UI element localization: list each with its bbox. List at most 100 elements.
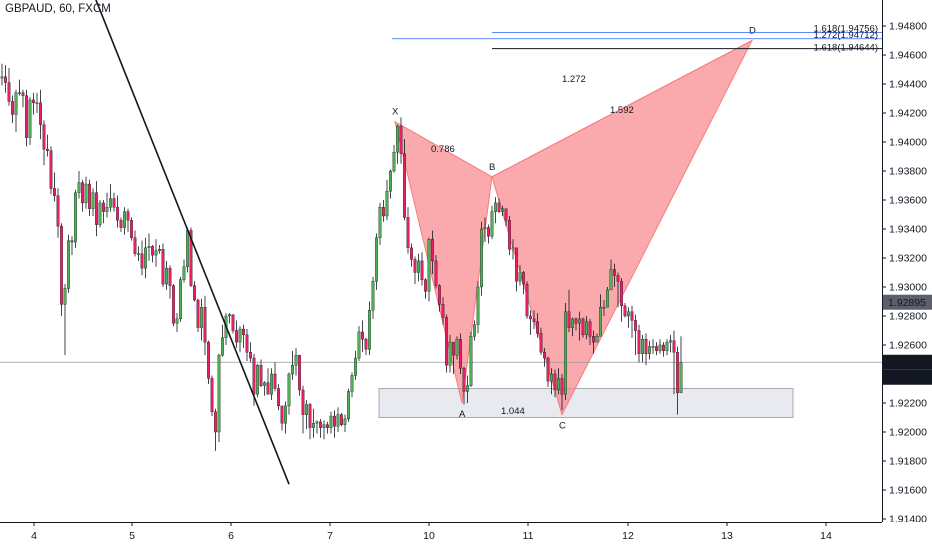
candle[interactable] [592, 330, 595, 354]
candle[interactable] [221, 324, 224, 357]
candle[interactable] [287, 372, 291, 415]
candle[interactable] [102, 200, 105, 224]
candle[interactable] [210, 375, 214, 417]
candle[interactable] [203, 295, 207, 356]
trend-line[interactable] [89, 0, 290, 485]
candle[interactable] [256, 363, 259, 398]
candle[interactable] [319, 418, 322, 438]
candle[interactable] [84, 176, 88, 209]
candle[interactable] [585, 316, 588, 340]
candle[interactable] [599, 294, 602, 337]
candle[interactable] [438, 284, 441, 312]
candle[interactable] [88, 179, 91, 216]
candle[interactable] [249, 342, 252, 363]
candle[interactable] [112, 192, 116, 212]
candle[interactable] [385, 179, 389, 221]
candle[interactable] [147, 233, 151, 261]
candle[interactable] [49, 146, 53, 195]
candle[interactable] [301, 385, 305, 434]
candle[interactable] [655, 342, 658, 356]
candle[interactable] [56, 188, 60, 238]
candle[interactable] [98, 200, 102, 228]
candle[interactable] [165, 260, 168, 290]
candle[interactable] [511, 239, 515, 260]
candle[interactable] [634, 314, 637, 356]
candle[interactable] [105, 192, 109, 218]
candle[interactable] [140, 240, 144, 276]
candle[interactable] [494, 197, 497, 224]
candle[interactable] [676, 346, 679, 415]
candle[interactable] [179, 276, 182, 322]
candle[interactable] [14, 89, 18, 132]
candle[interactable] [119, 217, 123, 232]
candle[interactable] [564, 302, 567, 401]
candle[interactable] [529, 310, 532, 335]
candle[interactable] [284, 401, 287, 434]
candle[interactable] [417, 253, 420, 282]
candle[interactable] [329, 411, 333, 434]
candle[interactable] [368, 301, 371, 356]
candle[interactable] [32, 92, 35, 115]
candle[interactable] [70, 236, 74, 256]
candle[interactable] [413, 256, 417, 285]
candle[interactable] [46, 134, 49, 157]
candle[interactable] [504, 208, 508, 227]
candle[interactable] [466, 375, 469, 403]
candle[interactable] [4, 65, 7, 93]
candle[interactable] [77, 171, 81, 199]
candle[interactable] [410, 243, 413, 267]
candle[interactable] [245, 329, 249, 361]
candle[interactable] [231, 314, 235, 334]
candle[interactable] [476, 281, 480, 334]
candle[interactable] [406, 207, 410, 254]
candle[interactable] [364, 337, 368, 356]
candle[interactable] [620, 278, 623, 322]
candle[interactable] [515, 247, 518, 292]
candle[interactable] [630, 305, 634, 338]
candle[interactable] [42, 120, 46, 166]
candle[interactable] [522, 271, 525, 295]
candle[interactable] [399, 117, 403, 164]
candle[interactable] [497, 198, 501, 214]
candle[interactable] [557, 368, 560, 395]
candle[interactable] [648, 340, 651, 360]
candle[interactable] [350, 372, 354, 398]
candle[interactable] [266, 368, 270, 395]
candle[interactable] [424, 278, 427, 299]
candle[interactable] [193, 281, 196, 302]
candle[interactable] [651, 339, 655, 354]
candle[interactable] [200, 298, 203, 341]
candle[interactable] [508, 215, 511, 256]
candle[interactable] [291, 350, 294, 380]
candle[interactable] [487, 224, 490, 244]
candle[interactable] [228, 313, 231, 324]
candle[interactable] [242, 324, 245, 348]
demand-zone-box[interactable] [378, 388, 794, 418]
candle[interactable] [574, 317, 578, 331]
candle[interactable] [161, 243, 165, 288]
candle[interactable] [182, 259, 186, 283]
candle[interactable] [483, 217, 487, 243]
candle[interactable] [11, 95, 14, 124]
candle[interactable] [133, 230, 137, 257]
candle[interactable] [277, 384, 280, 411]
candle[interactable] [434, 255, 438, 289]
candle[interactable] [525, 281, 529, 319]
candle[interactable] [39, 89, 42, 140]
candle[interactable] [175, 313, 179, 332]
candle[interactable] [543, 347, 546, 367]
candle[interactable] [459, 333, 462, 374]
candle[interactable] [263, 381, 266, 396]
candle[interactable] [336, 407, 340, 432]
candle[interactable] [158, 244, 161, 254]
candle[interactable] [7, 68, 11, 106]
candle[interactable] [532, 310, 536, 330]
candle[interactable] [280, 405, 284, 431]
candle[interactable] [560, 374, 564, 411]
candle[interactable] [74, 189, 77, 248]
candle[interactable] [469, 331, 473, 388]
candle[interactable] [679, 336, 683, 394]
candle[interactable] [28, 97, 32, 145]
candle[interactable] [627, 307, 630, 328]
